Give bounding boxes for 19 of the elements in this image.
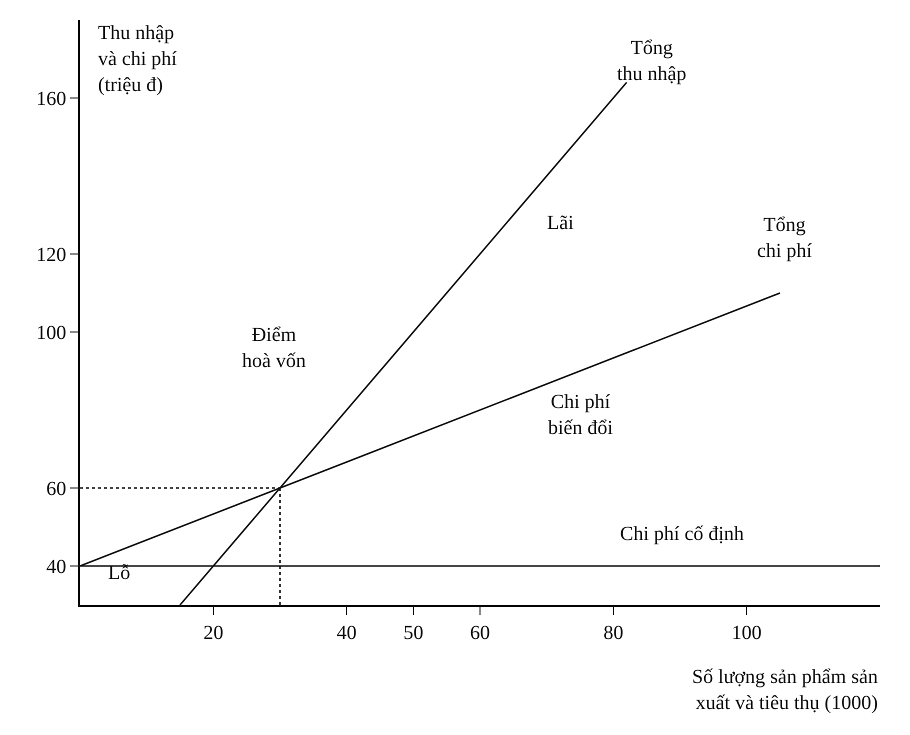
- x-tick-label: 60: [470, 622, 490, 644]
- x-tick-label: 20: [203, 622, 224, 644]
- annotation: Tổng chi phí: [757, 214, 812, 262]
- x-tick-label: 50: [403, 622, 424, 644]
- y-tick-label: 60: [46, 478, 66, 500]
- annotation: Tổng thu nhập: [617, 37, 686, 85]
- y-tick-label: 120: [36, 244, 66, 266]
- annotation: Chi phí biến đổi: [548, 391, 614, 439]
- x-tick-label: 80: [603, 622, 624, 644]
- y-axis-title: Thu nhập và chi phí (triệu đ): [98, 22, 178, 96]
- y-tick-label: 100: [36, 322, 66, 344]
- x-tick-label: 100: [732, 622, 762, 644]
- annotation: Điểm hoà vốn: [242, 324, 306, 372]
- annotation: Chi phí cố định: [620, 523, 744, 545]
- annotation: Lãi: [547, 212, 574, 234]
- y-tick-label: 40: [46, 556, 66, 578]
- y-tick-label: 160: [36, 88, 66, 110]
- x-axis-title: Số lượng sản phẩm sản xuất và tiêu thụ (1000): [692, 666, 878, 714]
- x-tick-label: 40: [336, 622, 357, 644]
